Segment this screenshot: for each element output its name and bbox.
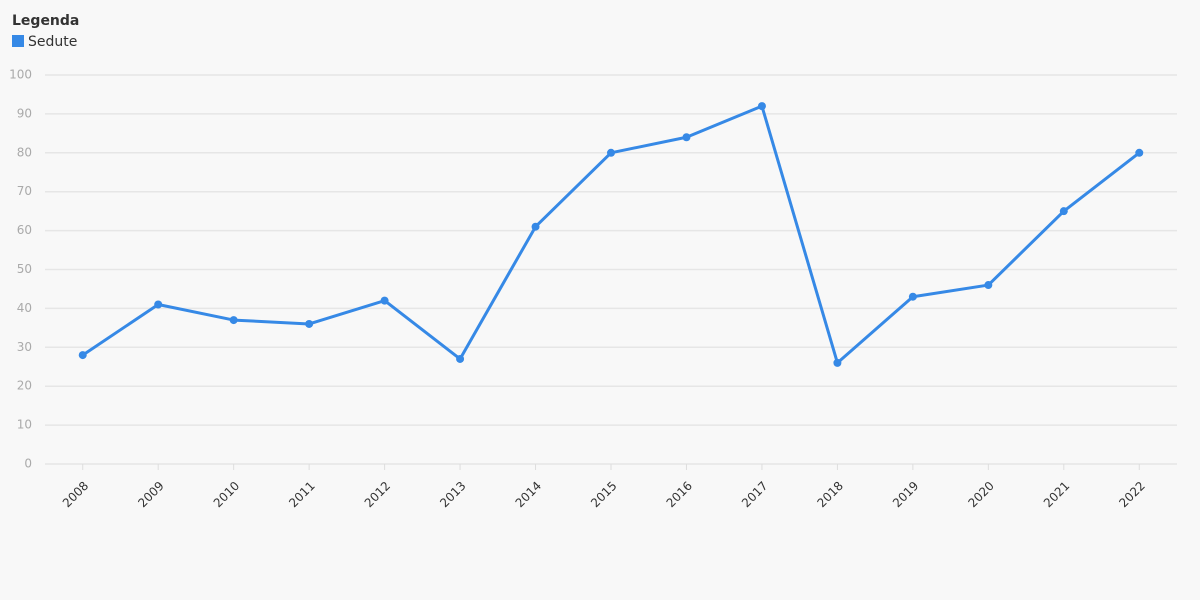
point [531,222,540,231]
y-tick-label: 90 [17,106,32,120]
legend-title: Legenda [12,13,79,29]
point [682,133,691,142]
y-tick-label: 100 [9,68,32,82]
legend-swatch [12,35,24,47]
point [154,300,163,309]
point [1135,148,1144,157]
y-tick-label: 30 [17,340,32,354]
y-tick-label: 0 [24,457,32,471]
y-tick-label: 50 [17,262,32,276]
y-tick-label: 60 [17,223,32,237]
point [1059,207,1068,216]
point [456,354,465,363]
y-tick-label: 40 [17,301,32,315]
point [380,296,389,305]
point [908,292,917,301]
point [757,102,766,111]
point [833,358,842,367]
point [78,351,87,360]
y-tick-label: 80 [17,145,32,159]
y-tick-label: 20 [17,379,32,393]
point [607,148,615,157]
point [229,316,238,325]
y-tick-label: 10 [17,418,32,432]
y-tick-label: 70 [17,184,32,198]
legend-label: Sedute [28,34,77,50]
point [984,281,993,290]
point [305,319,314,328]
